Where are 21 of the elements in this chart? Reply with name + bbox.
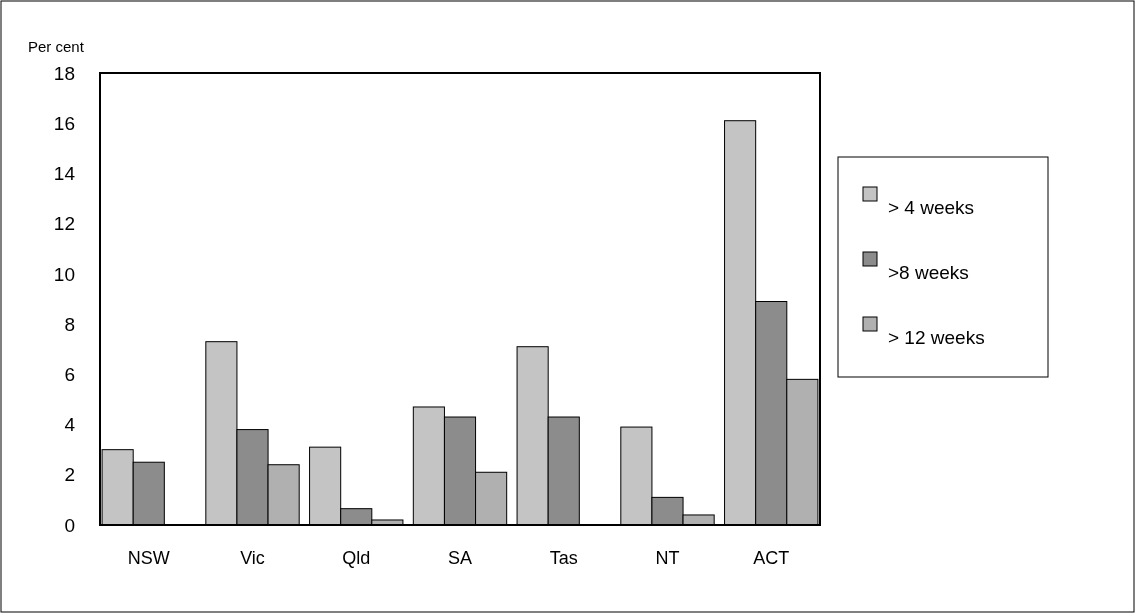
x-tick-label: Qld [342,548,371,569]
y-tick-label: 6 [64,363,75,385]
y-tick-label: 18 [53,62,75,84]
y-tick-label: 8 [64,313,75,335]
x-tick-label: Vic [240,548,265,569]
y-axis-title: Per cent [28,38,85,55]
y-tick-label: 12 [53,213,75,235]
y-tick-label: 4 [64,414,76,436]
legend-label: >8 weeks [888,261,969,283]
legend-label: > 12 weeks [888,326,985,348]
y-tick-label: 16 [53,112,75,134]
legend-label: > 4 weeks [888,196,975,218]
x-tick-label: SA [447,548,473,569]
y-tick-label: 2 [64,464,75,486]
x-tick-label: Tas [549,548,578,569]
y-tick-label: 14 [53,163,76,185]
x-tick-label: NSW [127,548,170,569]
x-tick-label: NT [655,548,680,569]
y-tick-label: 0 [64,514,75,536]
x-tick-label: ACT [753,548,790,569]
y-tick-label: 10 [53,263,75,285]
